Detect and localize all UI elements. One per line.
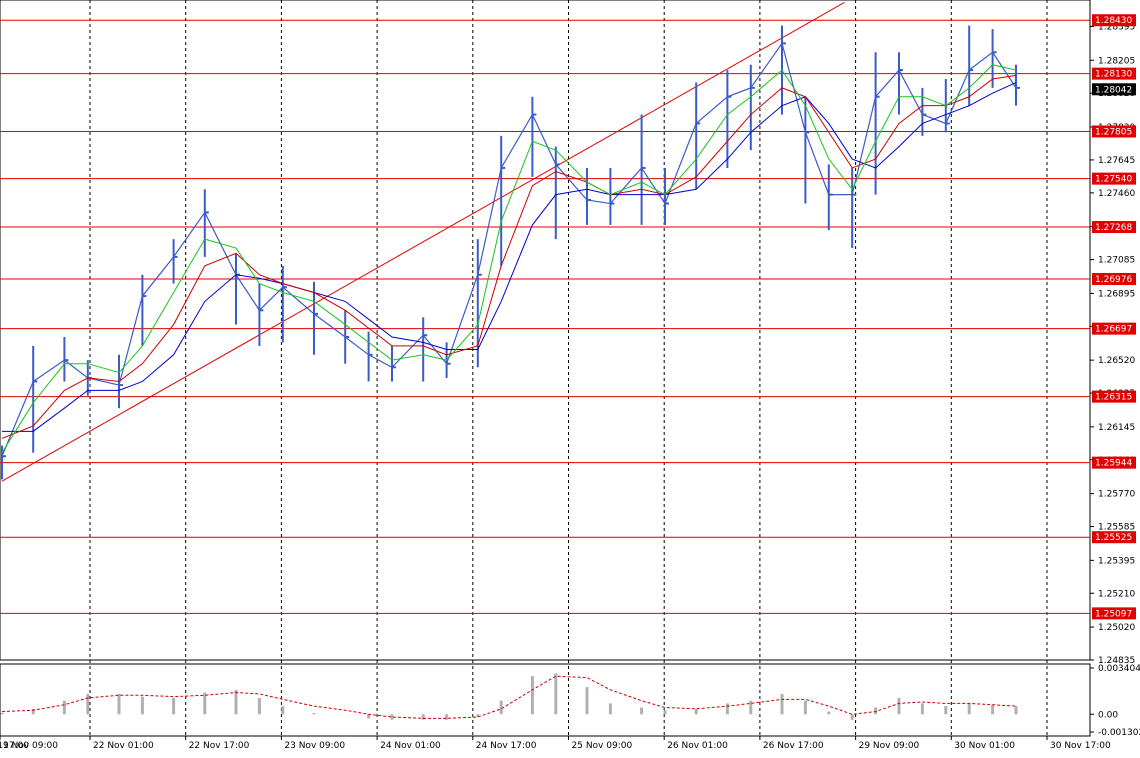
level-price-label: 1.27268 [1095, 223, 1132, 233]
trendline [1, 2, 845, 482]
y-axis-tick-label: 1.26895 [1098, 289, 1135, 299]
ma-slow-line [2, 82, 1017, 432]
y-axis-tick-label: 1.24835 [1098, 656, 1135, 666]
level-price-label: 1.25944 [1095, 459, 1132, 469]
sub-y-axis-tick-label: 0.00 [1098, 710, 1118, 720]
x-axis-tick-label: 26 Nov 17:00 [763, 741, 824, 751]
oscillator-signal-line [1, 675, 1017, 719]
oscillator-panel[interactable]: 0.003404 0.00 -0.001302 [0, 663, 1140, 738]
level-price-label: 1.26697 [1095, 325, 1132, 335]
ma-mid-line [1, 74, 1017, 439]
level-price-label: 1.27540 [1095, 175, 1132, 185]
level-price-tag [1092, 390, 1136, 403]
x-axis-tick-label: 24 Nov 01:00 [380, 741, 441, 751]
y-axis-tick-label: 1.25210 [1098, 589, 1135, 599]
level-price-label: 1.25525 [1095, 533, 1132, 543]
y-axis-tick-label: 1.25770 [1098, 490, 1135, 500]
x-axis-tick-label: 22 Nov 17:00 [189, 741, 250, 751]
x-axis-tick-label: 23 Nov 09:00 [284, 741, 345, 751]
level-price-tag [1092, 456, 1136, 469]
sub-panel-border [0, 663, 1091, 737]
y-axis-tick-label: 1.27085 [1098, 256, 1135, 266]
x-axis-tick-label: 19 Nov 09:00 [0, 741, 58, 751]
main-panel-border [0, 0, 1091, 661]
level-price-tag [1092, 14, 1136, 27]
y-axis-tick-label: 1.25585 [1098, 523, 1135, 533]
price-series-line [1, 41, 1017, 457]
ma-fast-line [1, 64, 1017, 453]
level-price-tag [1092, 221, 1136, 234]
x-axis-tick-label: 26 Nov 01:00 [667, 741, 728, 751]
level-price-tag [1092, 607, 1136, 620]
current-price-label: 1.28042 [1095, 85, 1132, 95]
x-axis-tick-label: 29 Nov 09:00 [859, 741, 920, 751]
x-axis-tick-label: 24 Nov 17:00 [476, 741, 537, 751]
y-axis-tick-label: 1.26520 [1098, 356, 1135, 366]
sub-y-axis-tick-label: -0.001302 [1098, 728, 1140, 738]
sub-y-axis-tick-label: 0.003404 [1098, 664, 1140, 674]
level-price-label: 1.28430 [1095, 16, 1132, 26]
x-axis-tick-label: 22 Nov 01:00 [93, 741, 154, 751]
y-axis-tick-label: 1.27645 [1098, 156, 1135, 166]
y-axis-tick-label: 1.25020 [1098, 623, 1135, 633]
y-axis-tick-label: 1.28395 [1098, 22, 1135, 32]
main-price-panel[interactable]: 1.283951.282051.280201.278301.276451.274… [0, 0, 1136, 736]
x-axis-tick-label: 25 Nov 09:00 [572, 741, 633, 751]
x-axis-tick-label: 17:00 [3, 741, 29, 751]
level-price-tag [1092, 125, 1136, 138]
level-price-tag [1092, 272, 1136, 285]
level-price-label: 1.26315 [1095, 393, 1132, 403]
level-price-label: 1.26976 [1095, 275, 1132, 285]
y-axis-tick-label: 1.28205 [1098, 56, 1135, 66]
current-price-tag [1092, 83, 1136, 96]
x-axis-tick-label: 30 Nov 01:00 [954, 741, 1015, 751]
level-price-tag [1092, 531, 1136, 544]
level-price-tag [1092, 172, 1136, 185]
level-price-label: 1.28130 [1095, 70, 1132, 80]
y-axis-tick-label: 1.27460 [1098, 189, 1135, 199]
level-price-tag [1092, 322, 1136, 335]
y-axis-tick-label: 1.25395 [1098, 556, 1135, 566]
level-price-tag [1092, 67, 1136, 80]
x-axis-tick-label: 30 Nov 17:00 [1050, 741, 1111, 751]
level-price-label: 1.25097 [1095, 609, 1132, 619]
y-axis-tick-label: 1.26145 [1098, 423, 1135, 433]
level-price-label: 1.27805 [1095, 127, 1132, 137]
